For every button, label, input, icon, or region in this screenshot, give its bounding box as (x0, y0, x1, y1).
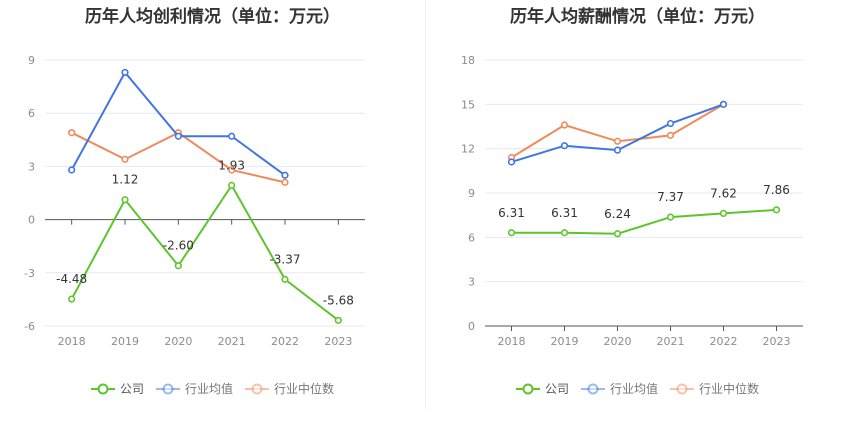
data-point[interactable] (228, 166, 236, 174)
data-point[interactable] (281, 171, 289, 179)
x-tick-label: 2022 (271, 335, 299, 348)
data-point[interactable] (281, 178, 289, 186)
data-point[interactable] (228, 132, 236, 140)
y-tick-label: 18 (461, 54, 475, 67)
x-tick-label: 2022 (710, 335, 738, 348)
data-label: 6.31 (551, 206, 578, 220)
chart-title: 历年人均创利情况（单位：万元） (85, 7, 340, 27)
data-point[interactable] (334, 316, 342, 324)
salary-per-capita-chart: 历年人均薪酬情况（单位：万元） 18 15 12 9 6 3 0 2018 2019 2020 20… (425, 0, 850, 436)
legend-item[interactable]: 行业中位数 (245, 380, 334, 397)
data-point[interactable] (121, 155, 129, 163)
data-point[interactable] (560, 229, 569, 237)
data-point[interactable] (174, 262, 182, 270)
legend-item[interactable]: 公司 (515, 380, 569, 397)
series-line-company (70, 183, 339, 322)
y-tick-label: 15 (461, 98, 475, 111)
data-label: 1.93 (218, 158, 245, 172)
data-label: 6.24 (604, 207, 631, 221)
data-point[interactable] (719, 100, 728, 108)
x-tick-label: 2019 (111, 335, 139, 348)
legend-marker-icon (580, 383, 605, 394)
legend-marker-icon (515, 383, 540, 394)
y-tick-label: 6 (468, 231, 475, 244)
data-point[interactable] (68, 295, 76, 303)
x-tick-label: 2018 (58, 335, 86, 348)
x-tick-label: 2020 (604, 335, 632, 348)
data-label: -5.68 (323, 293, 354, 307)
data-point[interactable] (666, 213, 675, 221)
y-tick-label: -3 (24, 267, 35, 280)
data-label: 6.31 (498, 206, 525, 220)
x-tick-label: 2019 (551, 335, 579, 348)
legend-marker-icon (670, 383, 694, 394)
data-label: 7.37 (657, 190, 684, 204)
series-line-industry-median (71, 131, 286, 184)
series-line-company (511, 208, 777, 235)
data-label: -4.48 (56, 272, 87, 286)
legend-label: 公司 (544, 382, 569, 396)
data-label: -3.37 (269, 252, 300, 266)
chart-title: 历年人均薪酬情况（单位：万元） (510, 7, 765, 27)
legend-label: 公司 (119, 382, 144, 396)
data-point[interactable] (719, 209, 728, 217)
y-tick-label: 9 (28, 54, 35, 67)
x-tick-label: 2021 (218, 335, 246, 348)
data-point[interactable] (174, 132, 182, 140)
y-tick-label: 0 (28, 214, 35, 227)
data-point[interactable] (666, 119, 675, 128)
data-point[interactable] (507, 229, 516, 237)
x-tick-label: 2023 (324, 335, 352, 348)
y-tick-label: 6 (28, 107, 35, 120)
data-point[interactable] (613, 230, 622, 238)
profit-per-capita-chart: 历年人均创利情况（单位：万元） 9 6 3 0 -3 -6 2018 2019 2020 2021… (0, 7, 425, 397)
data-point[interactable] (560, 121, 569, 129)
y-tick-label: 3 (468, 276, 475, 289)
data-label: 7.86 (763, 183, 790, 197)
legend-marker-icon (90, 383, 115, 394)
data-point[interactable] (68, 166, 76, 174)
data-point[interactable] (772, 206, 781, 214)
data-point[interactable] (560, 142, 569, 150)
data-label: -2.60 (163, 239, 194, 253)
y-tick-label: -6 (24, 320, 35, 333)
legend-item[interactable]: 行业均值 (155, 380, 233, 397)
data-label: 7.62 (710, 186, 737, 200)
y-tick-label: 3 (28, 160, 35, 173)
salary-chart-plot: 18 15 12 9 6 3 0 2018 2019 2020 2021 2022 2023 6.31 6.… (461, 54, 803, 348)
chart-legend: 公司 行业均值 行业中位数 (0, 380, 425, 397)
legend-label: 行业中位数 (274, 382, 335, 396)
legend-item[interactable]: 公司 (90, 380, 144, 397)
legend-item[interactable]: 行业均值 (580, 380, 658, 397)
legend-marker-icon (155, 383, 180, 394)
x-tick-label: 2020 (164, 335, 192, 348)
data-point[interactable] (613, 137, 622, 145)
legend-marker-icon (245, 383, 269, 394)
panel-divider (425, 0, 426, 410)
data-point[interactable] (666, 131, 675, 139)
data-label: 1.12 (112, 173, 139, 187)
data-point[interactable] (613, 146, 622, 154)
data-point[interactable] (68, 129, 76, 137)
x-tick-label: 2023 (763, 335, 791, 348)
data-point[interactable] (121, 196, 129, 204)
y-tick-label: 12 (461, 143, 475, 156)
series-line-industry-average (70, 70, 286, 177)
legend-label: 行业均值 (609, 382, 658, 396)
y-tick-label: 9 (468, 187, 475, 200)
y-tick-label: 0 (468, 320, 475, 333)
legend-label: 行业中位数 (699, 382, 760, 396)
x-tick-label: 2018 (498, 335, 526, 348)
data-point[interactable] (281, 275, 289, 283)
profit-chart-plot: 9 6 3 0 -3 -6 2018 2019 2020 2021 2022 2023 -4.48 1.1… (24, 54, 365, 348)
data-point[interactable] (228, 181, 236, 189)
legend-label: 行业均值 (184, 382, 233, 396)
legend-item[interactable]: 行业中位数 (670, 380, 759, 397)
x-tick-label: 2021 (657, 335, 685, 348)
data-point[interactable] (507, 158, 516, 166)
data-point[interactable] (121, 68, 129, 77)
chart-legend: 公司 行业均值 行业中位数 (425, 380, 850, 397)
